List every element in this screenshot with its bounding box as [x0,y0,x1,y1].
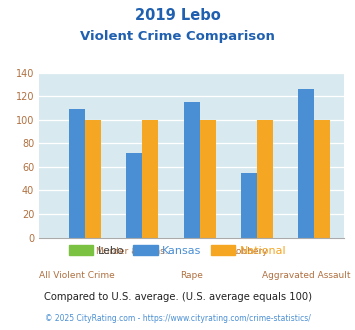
Text: Violent Crime Comparison: Violent Crime Comparison [80,30,275,43]
Bar [298,89,315,238]
Bar [85,120,101,238]
Text: All Violent Crime: All Violent Crime [39,271,115,280]
Text: Murder & Mans...: Murder & Mans... [95,248,173,256]
Bar [315,120,331,238]
Bar [142,120,158,238]
Bar [257,120,273,238]
Bar [69,109,85,238]
Text: Robbery: Robbery [230,248,268,256]
Bar [241,173,257,238]
Text: Rape: Rape [180,271,203,280]
Legend: Lebo, Kansas, National: Lebo, Kansas, National [65,241,290,260]
Text: 2019 Lebo: 2019 Lebo [135,8,220,23]
Text: Aggravated Assault: Aggravated Assault [262,271,351,280]
Text: © 2025 CityRating.com - https://www.cityrating.com/crime-statistics/: © 2025 CityRating.com - https://www.city… [45,314,310,323]
Bar [200,120,216,238]
Bar [184,102,200,238]
Text: Compared to U.S. average. (U.S. average equals 100): Compared to U.S. average. (U.S. average … [44,292,311,302]
Bar [126,153,142,238]
